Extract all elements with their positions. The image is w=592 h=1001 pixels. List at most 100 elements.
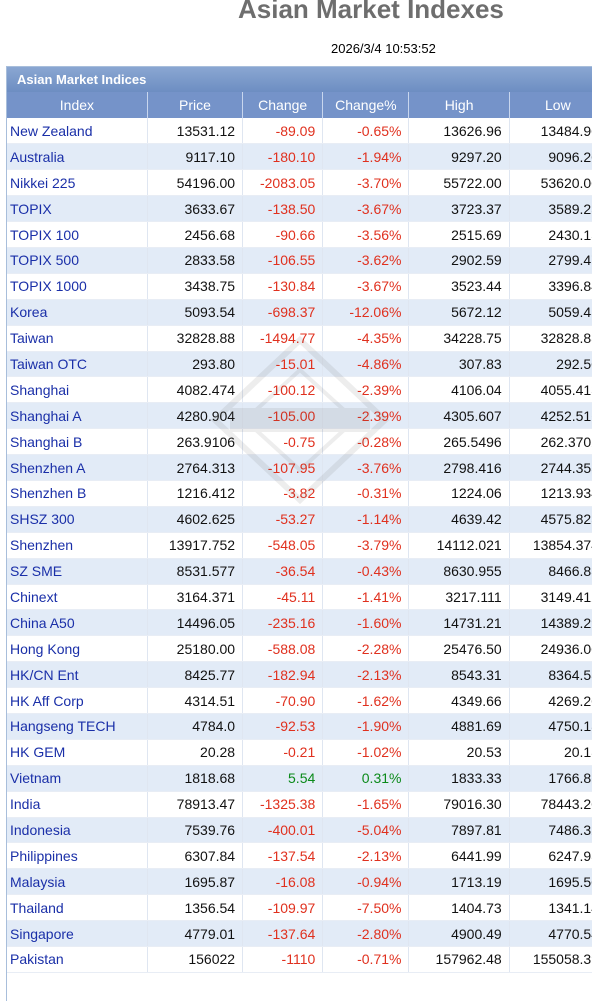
index-name[interactable]: Taiwan OTC [7,351,148,378]
index-name[interactable]: Shenzhen [7,532,148,559]
high-cell: 5672.12 [408,299,510,326]
low-cell: 6247.98 [509,842,592,870]
low-cell: 4055.413 [509,376,592,404]
change-percent-cell: -3.62% [322,247,410,274]
index-name[interactable]: Taiwan [7,325,148,352]
low-cell: 13854.374 [509,532,592,559]
column-header-low[interactable]: Low [509,92,592,118]
change-cell: -100.12 [242,376,324,404]
index-name[interactable]: TOPIX 100 [7,221,148,248]
change-cell: -70.90 [242,687,324,714]
index-name[interactable]: SZ SME [7,558,148,585]
index-name[interactable]: Shanghai A [7,402,148,430]
change-cell: -90.66 [242,221,324,248]
price-cell: 5093.54 [147,299,244,326]
low-cell: 78443.20 [509,791,592,818]
price-cell: 3438.75 [147,273,244,300]
index-name[interactable]: HK/CN Ent [7,661,148,689]
index-name[interactable]: Malaysia [7,868,148,896]
column-header-change[interactable]: Change [242,92,324,118]
index-name[interactable]: Shenzhen A [7,454,148,481]
low-cell: 5059.45 [509,299,592,326]
index-name[interactable]: Singapore [7,920,148,947]
index-name[interactable]: New Zealand [7,118,148,145]
change-cell: 5.54 [242,765,324,792]
low-cell: 2430.13 [509,221,592,248]
high-cell: 4305.607 [408,402,510,430]
column-header-index[interactable]: Index [7,92,148,118]
high-cell: 55722.00 [408,169,510,197]
price-cell: 78913.47 [147,791,244,818]
change-percent-cell: -1.60% [322,609,410,637]
table-row: Shenzhen 13917.752 -548.05 -3.79% 14112.021 1… [7,532,592,559]
change-cell: -36.54 [242,558,324,585]
change-percent-cell: -0.28% [322,428,410,456]
price-cell: 1695.87 [147,868,244,896]
index-name[interactable]: Pakistan [7,946,148,973]
indices-panel: Asian Market Indices Index Price Change … [6,66,592,1001]
table-row: Indonesia 7539.76 -400.01 -5.04% 7897.81 7486… [7,817,592,844]
price-cell: 7539.76 [147,817,244,844]
price-cell: 293.80 [147,351,244,378]
low-cell: 155058.39 [509,946,592,973]
index-name[interactable]: TOPIX 500 [7,247,148,274]
index-name[interactable]: Korea [7,299,148,326]
table-row: TOPIX 1000 3438.75 -130.84 -3.67% 3523.44 339… [7,273,592,300]
high-cell: 25476.50 [408,635,510,663]
table-row: Singapore 4779.01 -137.64 -2.80% 4900.49 4770… [7,920,592,947]
high-cell: 4639.42 [408,506,510,533]
index-name[interactable]: Australia [7,143,148,171]
high-cell: 3723.37 [408,195,510,223]
index-name[interactable]: HK GEM [7,739,148,766]
column-header-change-percent[interactable]: Change% [322,92,410,118]
price-cell: 14496.05 [147,609,244,637]
index-name[interactable]: China A50 [7,609,148,637]
index-name[interactable]: SHSZ 300 [7,506,148,533]
index-name[interactable]: Indonesia [7,817,148,844]
index-name[interactable]: TOPIX 1000 [7,273,148,300]
low-cell: 14389.29 [509,609,592,637]
index-name[interactable]: Shanghai B [7,428,148,456]
index-name[interactable]: Chinext [7,584,148,611]
column-header-high[interactable]: High [408,92,510,118]
index-name[interactable]: Nikkei 225 [7,169,148,197]
high-cell: 14112.021 [408,532,510,559]
high-cell: 1224.06 [408,480,510,507]
index-name[interactable]: HK Aff Corp [7,687,148,714]
index-name[interactable]: Thailand [7,894,148,922]
column-header-price[interactable]: Price [147,92,244,118]
change-cell: -0.75 [242,428,324,456]
index-name[interactable]: Philippines [7,842,148,870]
index-name[interactable]: Hangseng TECH [7,713,148,740]
index-name[interactable]: Vietnam [7,765,148,792]
low-cell: 8364.58 [509,661,592,689]
price-cell: 13917.752 [147,532,244,559]
change-cell: -0.21 [242,739,324,766]
index-name[interactable]: India [7,791,148,818]
change-cell: -53.27 [242,506,324,533]
change-cell: -180.10 [242,143,324,171]
high-cell: 8630.955 [408,558,510,585]
high-cell: 4900.49 [408,920,510,947]
price-cell: 4602.625 [147,506,244,533]
index-name[interactable]: Hong Kong [7,635,148,663]
change-percent-cell: -0.71% [322,946,410,973]
change-percent-cell: -2.80% [322,920,410,947]
low-cell: 1213.934 [509,480,592,507]
index-name[interactable]: Shanghai [7,376,148,404]
low-cell: 20.18 [509,739,592,766]
change-percent-cell: -0.31% [322,480,410,507]
change-percent-cell: -2.13% [322,842,410,870]
table-row: TOPIX 100 2456.68 -90.66 -3.56% 2515.69 2430.… [7,221,592,248]
change-percent-cell: -1.90% [322,713,410,740]
high-cell: 79016.30 [408,791,510,818]
table-row: TOPIX 500 2833.58 -106.55 -3.62% 2902.59 2799… [7,247,592,274]
change-percent-cell: -0.65% [322,118,410,145]
index-name[interactable]: Shenzhen B [7,480,148,507]
change-percent-cell: -3.67% [322,195,410,223]
panel-title: Asian Market Indices [7,67,592,92]
index-name[interactable]: TOPIX [7,195,148,223]
